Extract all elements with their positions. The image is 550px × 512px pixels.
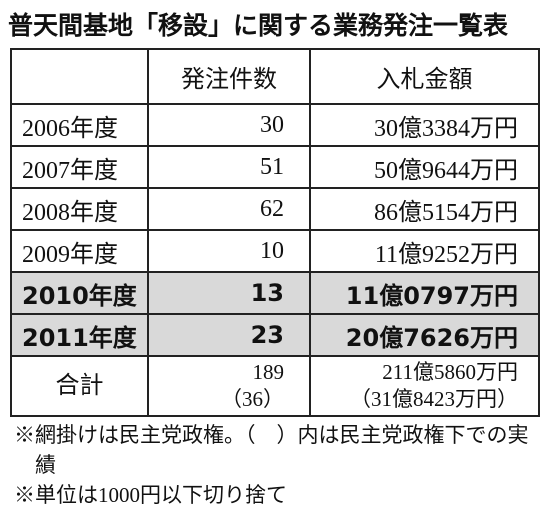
total-label: 合計	[10, 355, 149, 417]
row: 2007年度 51 50億9644万円	[10, 145, 540, 189]
note: ※網掛けは民主党政権。（ ）内は民主党政権下での実績	[14, 423, 529, 477]
cell: 50億9644万円	[309, 145, 540, 189]
notes: ※網掛けは民主党政権。（ ）内は民主党政権下での実績 ※単位は1000円以下切り捨…	[14, 420, 536, 510]
header-text: 入札金額	[376, 67, 473, 93]
header-cell	[10, 48, 149, 105]
cell: 13	[147, 271, 311, 315]
cell: 2006年度	[10, 103, 149, 147]
cell: 30億3384万円	[309, 103, 540, 147]
total-count: 189 （36）	[147, 355, 311, 417]
cell: 2011年度	[10, 313, 149, 357]
row: 2008年度 62 86億5154万円	[10, 187, 540, 231]
cell: 23	[147, 313, 311, 357]
cell: 20億7626万円	[309, 313, 540, 357]
header-text: 発注件数	[181, 67, 277, 93]
total-row: 合計 189 （36） 211億5860万円 （31億8423万円）	[10, 355, 540, 417]
cell: 2008年度	[10, 187, 149, 231]
count: 189	[252, 360, 285, 384]
title: 普天間基地「移設」に関する業務発注一覧表	[8, 11, 509, 40]
cell: 11億0797万円	[309, 271, 540, 315]
amount: 211億5860万円	[382, 360, 518, 384]
count-sub: （36）	[221, 387, 284, 411]
table-body: 発注件数 入札金額 2006年度 30 30億3384万円 2007年度 51 50億9644…	[10, 48, 540, 417]
cell: 2010年度	[10, 271, 149, 315]
cell: 11億9252万円	[309, 229, 540, 273]
table: 発注件数 入札金額 2006年度 30 30億3384万円 2007年度 51 50億9644…	[10, 48, 540, 417]
amount-sub: （31億8423万円）	[350, 387, 518, 411]
total-amount: 211億5860万円 （31億8423万円）	[309, 355, 540, 417]
header-cell: 入札金額	[309, 48, 540, 105]
cell: 30	[147, 103, 311, 147]
header-row: 発注件数 入札金額	[10, 48, 540, 105]
row: 2010年度 13 11億0797万円	[10, 271, 540, 315]
cell: 2007年度	[10, 145, 149, 189]
cell: 86億5154万円	[309, 187, 540, 231]
header-cell: 発注件数	[147, 48, 311, 105]
row: 2011年度 23 20億7626万円	[10, 313, 540, 357]
row: 2006年度 30 30億3384万円	[10, 103, 540, 147]
cell: 51	[147, 145, 311, 189]
row: 2009年度 10 11億9252万円	[10, 229, 540, 273]
cell: 62	[147, 187, 311, 231]
note: ※単位は1000円以下切り捨て	[14, 483, 287, 507]
cell: 10	[147, 229, 311, 273]
cell: 2009年度	[10, 229, 149, 273]
